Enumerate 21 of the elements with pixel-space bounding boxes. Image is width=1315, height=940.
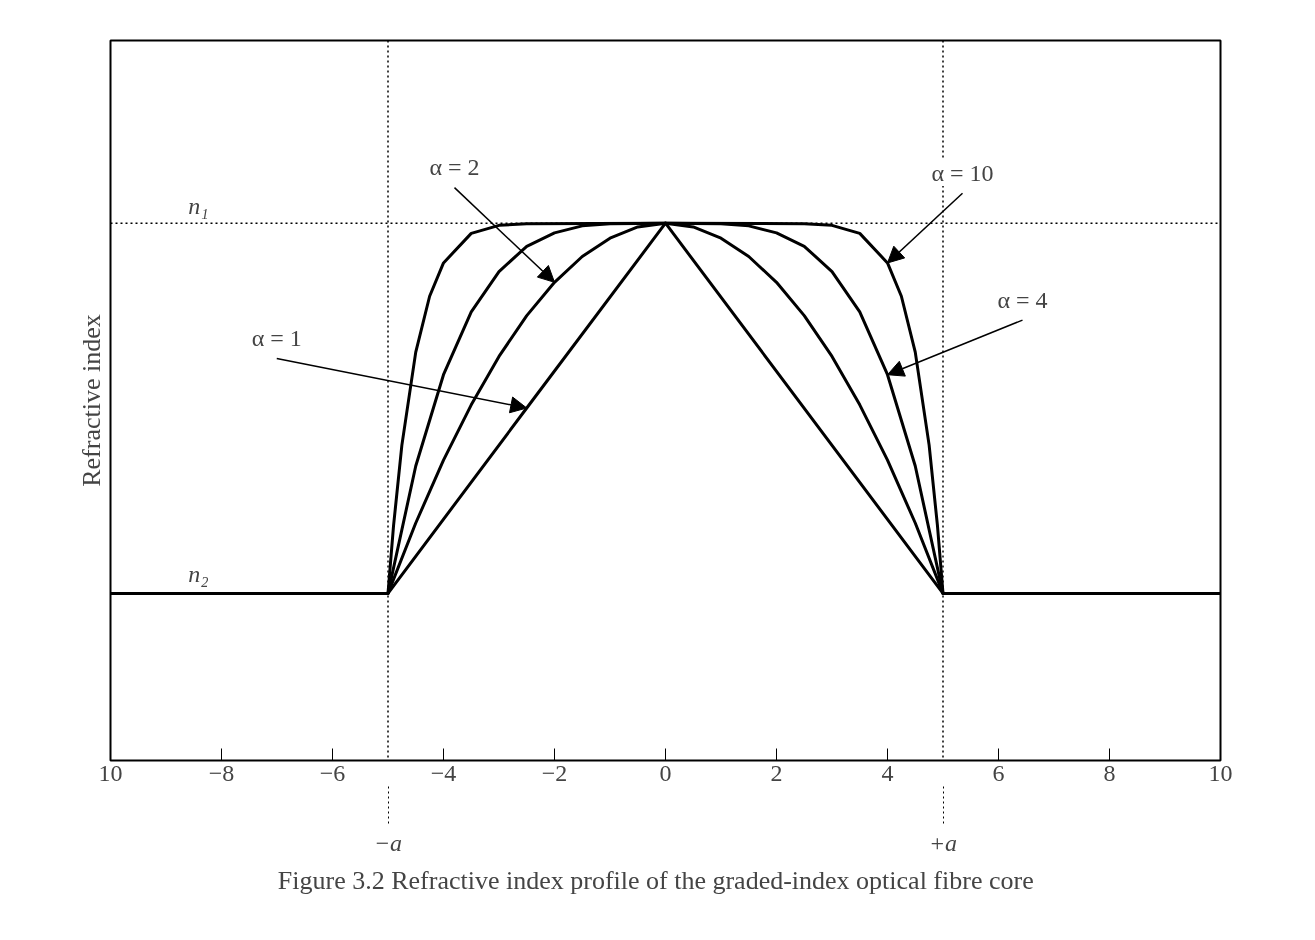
x-tick-label: 0 (659, 759, 672, 786)
ref-line-label: n₁ (188, 193, 209, 220)
x-tick-label: −6 (319, 759, 346, 786)
text: Figure 3.2 Refractive index profile of the graded-index optical fibre core (277, 865, 1034, 895)
x-tick-label: 6 (992, 759, 1005, 786)
x-tick-label: 10 (98, 759, 123, 786)
x-tick-label: −4 (430, 759, 457, 786)
x-tick-label: 10 (1208, 759, 1233, 786)
ref-line-label: −a (373, 829, 403, 856)
y-axis-title: Refractive index (76, 314, 106, 487)
annotation: α = 1 (251, 325, 302, 352)
annotation: α = 2 (429, 154, 480, 181)
annotation: n₂ (188, 561, 209, 588)
ref-line-label: +a (928, 829, 958, 856)
x-tick-label: −8 (208, 759, 235, 786)
x-tick-label: 2 (770, 759, 783, 786)
x-tick-label: 4 (881, 759, 894, 786)
x-tick-label: −2 (541, 759, 568, 786)
annotation: α = 4 (997, 286, 1048, 313)
annotation: α = 10 (931, 159, 994, 186)
x-tick-label: 8 (1103, 759, 1116, 786)
